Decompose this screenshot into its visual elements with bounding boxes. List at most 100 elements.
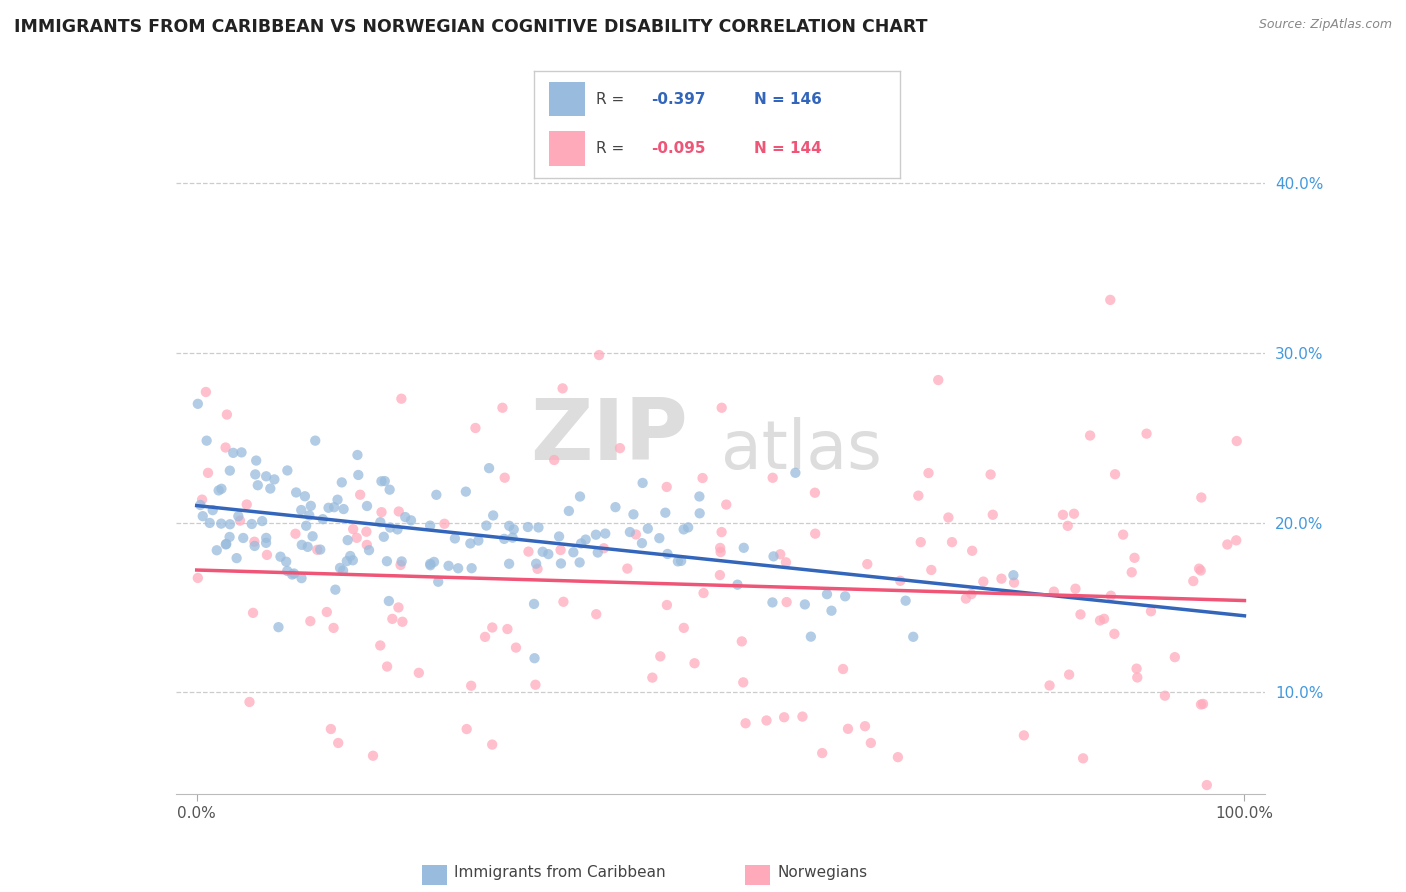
Point [1216, 537, 1239, 551]
Point [290, 503, 312, 517]
Point [188, 498, 211, 512]
Text: Source: ZipAtlas.com: Source: ZipAtlas.com [1258, 18, 1392, 31]
Point [1125, 662, 1147, 676]
Point [907, 489, 929, 503]
Point [336, 554, 359, 568]
Point [775, 555, 797, 569]
Point [361, 748, 384, 763]
Point [238, 695, 260, 709]
Point [917, 466, 939, 480]
Point [960, 587, 983, 601]
Point [356, 538, 378, 552]
Point [889, 574, 911, 588]
Point [381, 612, 404, 626]
Point [187, 571, 209, 585]
Point [1057, 667, 1080, 681]
Point [373, 530, 395, 544]
Point [356, 524, 378, 539]
Point [762, 471, 785, 485]
Point [194, 384, 217, 399]
Point [425, 488, 447, 502]
Point [276, 463, 298, 477]
Point [299, 614, 322, 628]
Point [319, 722, 342, 736]
Point [941, 535, 963, 549]
Point [887, 750, 910, 764]
Point [1069, 607, 1091, 622]
Point [475, 518, 498, 533]
Point [347, 467, 370, 482]
Point [276, 555, 298, 569]
Point [342, 553, 364, 567]
Point [315, 605, 337, 619]
Point [370, 505, 392, 519]
Point [191, 509, 214, 524]
Point [191, 492, 214, 507]
Point [1195, 778, 1218, 792]
Point [1002, 575, 1025, 590]
Point [624, 527, 647, 541]
Point [815, 587, 838, 601]
Point [517, 544, 540, 558]
Point [460, 536, 482, 550]
Point [785, 466, 807, 480]
Point [357, 543, 380, 558]
Point [391, 615, 413, 629]
Point [1164, 650, 1187, 665]
Point [201, 503, 224, 517]
Point [388, 504, 411, 518]
Point [683, 657, 706, 671]
Point [1099, 589, 1122, 603]
Point [558, 504, 581, 518]
Point [733, 541, 755, 555]
Point [1063, 507, 1085, 521]
Point [219, 517, 242, 532]
Point [218, 530, 240, 544]
Point [246, 478, 269, 492]
Point [641, 671, 664, 685]
Point [631, 536, 654, 550]
Point [1071, 751, 1094, 765]
Point [290, 571, 312, 585]
Point [225, 551, 247, 566]
Text: Immigrants from Caribbean: Immigrants from Caribbean [454, 865, 666, 880]
Point [243, 539, 266, 553]
Text: R =: R = [596, 141, 630, 156]
Point [1056, 519, 1078, 533]
Point [1104, 627, 1126, 641]
Point [755, 714, 778, 728]
Point [1189, 698, 1212, 712]
Point [375, 554, 398, 568]
Point [215, 537, 238, 551]
Point [460, 561, 482, 575]
Point [394, 510, 416, 524]
Point [205, 543, 228, 558]
Point [285, 485, 308, 500]
Point [562, 545, 585, 559]
Point [648, 531, 671, 545]
Point [527, 520, 550, 534]
Point [259, 482, 281, 496]
Point [619, 524, 641, 539]
Point [927, 373, 949, 387]
Point [215, 537, 238, 551]
Point [1099, 293, 1122, 307]
Point [710, 545, 733, 559]
Point [496, 622, 519, 636]
Point [692, 471, 714, 485]
Point [408, 665, 430, 680]
Point [761, 595, 783, 609]
Point [1088, 614, 1111, 628]
Point [330, 475, 353, 490]
Point [299, 499, 322, 513]
Point [792, 709, 814, 723]
Point [609, 441, 631, 455]
Point [481, 620, 503, 634]
Point [709, 541, 731, 555]
Point [657, 547, 679, 561]
Point [800, 630, 823, 644]
Point [467, 533, 489, 548]
Point [637, 522, 659, 536]
Point [380, 520, 402, 534]
Point [672, 621, 695, 635]
